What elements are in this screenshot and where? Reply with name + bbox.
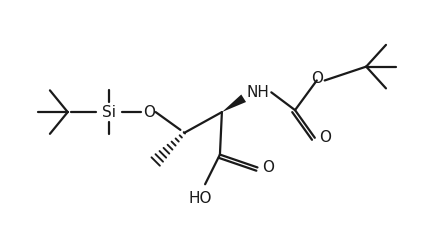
Text: O: O — [262, 160, 274, 175]
Text: Si: Si — [102, 105, 116, 120]
Text: HO: HO — [188, 190, 211, 206]
Text: O: O — [142, 105, 154, 120]
Polygon shape — [222, 94, 245, 112]
Text: O: O — [310, 71, 322, 86]
Text: O: O — [318, 130, 330, 145]
Text: NH: NH — [245, 85, 268, 100]
